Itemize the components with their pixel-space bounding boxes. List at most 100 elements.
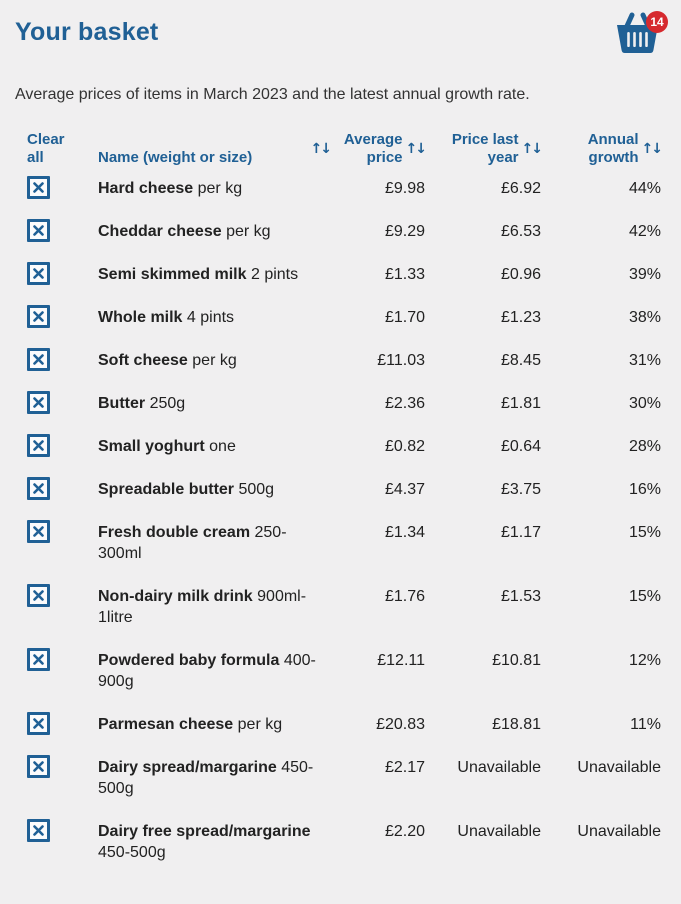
remove-item-checkbox[interactable] (27, 648, 50, 671)
remove-item-checkbox[interactable] (27, 262, 50, 285)
item-name-cell: Semi skimmed milk 2 pints (98, 253, 330, 296)
table-row: Non-dairy milk drink 900ml-1litre £1.76 … (15, 575, 661, 639)
item-annual-growth: 38% (628, 309, 661, 326)
item-price-last-year: £6.92 (500, 180, 541, 197)
panel-header: Your basket 14 (15, 8, 668, 60)
item-name-cell: Soft cheese per kg (98, 339, 330, 382)
item-average-price: £12.11 (377, 652, 425, 669)
item-size: per kg (226, 223, 271, 240)
item-annual-growth: Unavailable (577, 823, 661, 840)
item-price-last-year: Unavailable (457, 823, 541, 840)
sort-name-icon[interactable]: ↑↓ (310, 141, 333, 157)
column-label-annual-growth: Annual growth (587, 131, 639, 166)
item-average-price: £9.98 (384, 180, 425, 197)
basket-icon: 14 (615, 11, 668, 60)
item-annual-growth: 16% (628, 481, 661, 498)
clear-item-cell (15, 468, 98, 500)
item-name-cell: Small yoghurt one (98, 425, 330, 468)
item-size: 450-500g (98, 759, 314, 797)
item-annual-growth: 12% (628, 652, 661, 669)
item-name: Small yoghurt (98, 438, 205, 455)
item-size: 400-900g (98, 652, 316, 690)
column-header-name: Name (weight or size) ↑↓ (98, 131, 333, 167)
remove-item-checkbox[interactable] (27, 305, 50, 328)
item-name-cell: Fresh double cream 250-300ml (98, 511, 330, 575)
x-icon (33, 225, 44, 236)
clear-item-cell (15, 167, 98, 199)
item-average-price: £0.82 (384, 438, 425, 455)
remove-item-checkbox[interactable] (27, 219, 50, 242)
x-icon (33, 654, 44, 665)
item-price-last-year: £18.81 (492, 716, 541, 733)
item-size: 2 pints (250, 266, 299, 283)
remove-item-checkbox[interactable] (27, 584, 50, 607)
sort-average-price-icon[interactable]: ↑↓ (405, 141, 428, 157)
column-label-name: Name (weight or size) (98, 149, 253, 166)
item-annual-growth: 30% (628, 395, 661, 412)
item-name-cell: Whole milk 4 pints (98, 296, 330, 339)
table-row: Soft cheese per kg £11.03 £8.45 31% (15, 339, 661, 382)
clear-item-cell (15, 210, 98, 242)
column-header-price-last-year: Price last year ↑↓ (425, 131, 544, 167)
page-title: Your basket (15, 18, 159, 46)
basket-count-badge: 14 (646, 11, 668, 33)
column-header-annual-growth: Annual growth ↑↓ (541, 131, 664, 167)
clear-item-cell (15, 575, 98, 607)
item-price-last-year: £1.23 (500, 309, 541, 326)
remove-item-checkbox[interactable] (27, 176, 50, 199)
clear-item-cell (15, 296, 98, 328)
item-size: 900ml-1litre (98, 588, 307, 626)
table-body: Hard cheese per kg £9.98 £6.92 44% Chedd… (15, 167, 661, 874)
item-size: 500g (238, 481, 275, 498)
item-price-last-year: £0.64 (500, 438, 541, 455)
x-icon (33, 718, 44, 729)
item-average-price: £2.20 (384, 823, 425, 840)
item-name: Semi skimmed milk (98, 266, 247, 283)
column-label-average-price: Average price (343, 131, 403, 166)
x-icon (33, 311, 44, 322)
item-average-price: £1.34 (384, 524, 425, 541)
x-icon (33, 397, 44, 408)
item-average-price: £20.83 (376, 716, 425, 733)
sort-annual-growth-icon[interactable]: ↑↓ (641, 141, 664, 157)
remove-item-checkbox[interactable] (27, 755, 50, 778)
remove-item-checkbox[interactable] (27, 434, 50, 457)
item-name-cell: Powdered baby formula 400-900g (98, 639, 330, 703)
remove-item-checkbox[interactable] (27, 348, 50, 371)
item-annual-growth: 44% (628, 180, 661, 197)
item-average-price: £2.36 (384, 395, 425, 412)
item-name: Parmesan cheese (98, 716, 234, 733)
table-row: Cheddar cheese per kg £9.29 £6.53 42% (15, 210, 661, 253)
item-average-price: £11.03 (377, 352, 425, 369)
remove-item-checkbox[interactable] (27, 477, 50, 500)
item-name: Whole milk (98, 309, 183, 326)
x-icon (33, 761, 44, 772)
remove-item-checkbox[interactable] (27, 712, 50, 735)
item-name: Cheddar cheese (98, 223, 222, 240)
table-row: Semi skimmed milk 2 pints £1.33 £0.96 39… (15, 253, 661, 296)
item-price-last-year: £1.53 (500, 588, 541, 605)
item-size: per kg (197, 180, 243, 197)
item-name: Powdered baby formula (98, 652, 280, 669)
column-header-clear-all[interactable]: Clear all (27, 131, 65, 166)
item-name: Dairy free spread/margarine (98, 823, 311, 840)
item-name-cell: Dairy free spread/margarine 450-500g (98, 810, 330, 874)
clear-item-cell (15, 746, 98, 778)
item-annual-growth: Unavailable (577, 759, 661, 776)
item-name: Soft cheese (98, 352, 188, 369)
sort-price-last-year-icon[interactable]: ↑↓ (521, 141, 544, 157)
item-average-price: £2.17 (384, 759, 425, 776)
item-name: Spreadable butter (98, 481, 235, 498)
item-size: 250g (149, 395, 186, 412)
table-row: Powdered baby formula 400-900g £12.11 £1… (15, 639, 661, 703)
item-price-last-year: Unavailable (457, 759, 541, 776)
item-size: 4 pints (186, 309, 235, 326)
table-row: Whole milk 4 pints £1.70 £1.23 38% (15, 296, 661, 339)
x-icon (33, 526, 44, 537)
item-size: one (209, 438, 236, 455)
item-average-price: £1.70 (384, 309, 425, 326)
remove-item-checkbox[interactable] (27, 391, 50, 414)
remove-item-checkbox[interactable] (27, 520, 50, 543)
remove-item-checkbox[interactable] (27, 819, 50, 842)
item-name-cell: Non-dairy milk drink 900ml-1litre (98, 575, 330, 639)
